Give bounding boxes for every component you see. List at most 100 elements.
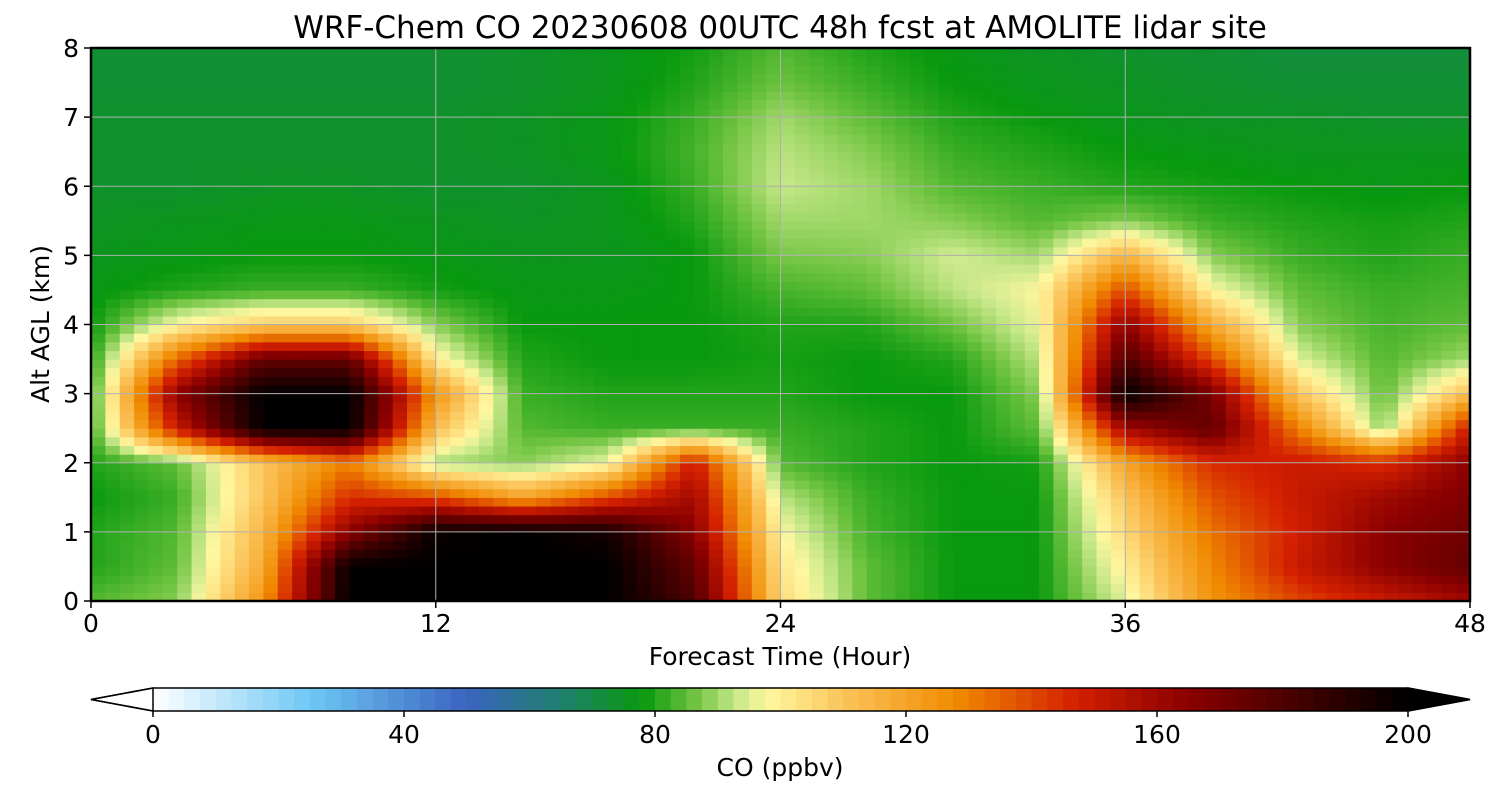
heatmap-cell (234, 462, 250, 472)
heatmap-cell (407, 488, 422, 498)
heatmap-cell (837, 341, 853, 352)
heatmap-cell (1096, 549, 1112, 559)
heatmap-cell (1024, 186, 1040, 196)
heatmap-cell (837, 540, 853, 550)
heatmap-cell (1412, 402, 1428, 412)
heatmap-cell (1082, 272, 1098, 282)
heatmap-cell (1125, 272, 1141, 282)
heatmap-cell (565, 549, 580, 559)
heatmap-cell (493, 341, 509, 352)
heatmap-cell (421, 557, 437, 568)
heatmap-cell (1225, 289, 1241, 300)
heatmap-cell (1110, 557, 1126, 568)
heatmap-cell (909, 324, 925, 334)
heatmap-cell (205, 350, 221, 360)
heatmap-cell (521, 272, 537, 282)
heatmap-cell (1369, 410, 1385, 421)
heatmap-cell (924, 272, 940, 282)
heatmap-cell (177, 393, 193, 403)
heatmap-cell (1010, 488, 1026, 498)
heatmap-cell (205, 419, 221, 429)
heatmap-cell (306, 575, 322, 585)
heatmap-cell (1412, 203, 1428, 213)
heatmap-cell (636, 384, 652, 395)
heatmap-cell (1326, 428, 1342, 438)
heatmap-cell (766, 298, 782, 308)
heatmap-cell (507, 462, 523, 472)
heatmap-cell (1340, 575, 1356, 585)
heatmap-cell (737, 289, 753, 300)
heatmap-cell (995, 505, 1011, 516)
heatmap-cell (967, 419, 983, 429)
heatmap-cell (1283, 471, 1299, 481)
heatmap-cell (1383, 419, 1399, 429)
heatmap-cell (751, 229, 767, 239)
heatmap-cell (651, 220, 667, 231)
heatmap-cell (1182, 462, 1198, 472)
heatmap-cell (866, 393, 882, 403)
heatmap-cell (938, 272, 954, 282)
heatmap-cell (148, 177, 164, 187)
heatmap-cell (1240, 557, 1256, 568)
heatmap-cell (593, 194, 609, 205)
heatmap-cell (507, 566, 523, 576)
heatmap-cell (478, 540, 494, 550)
heatmap-cell (162, 307, 178, 317)
heatmap-cell (263, 194, 279, 205)
heatmap-cell (478, 281, 494, 291)
heatmap-cell (1398, 324, 1414, 334)
heatmap-cell (1383, 471, 1399, 481)
heatmap-cell (967, 436, 983, 447)
heatmap-cell (1125, 505, 1141, 516)
heatmap-cell (1355, 281, 1371, 291)
heatmap-cell (679, 497, 695, 507)
heatmap-cell (464, 168, 480, 179)
heatmap-cell (924, 194, 940, 205)
heatmap-cell (1311, 220, 1327, 231)
heatmap-cell (320, 333, 336, 343)
heatmap-cell (1168, 307, 1184, 317)
heatmap-cell (1383, 151, 1399, 161)
heatmap-cell (881, 514, 897, 524)
heatmap-cell (708, 523, 724, 533)
heatmap-cell (1283, 307, 1299, 317)
heatmap-cell (1311, 497, 1327, 507)
heatmap-cell (1297, 238, 1313, 248)
heatmap-cell (521, 367, 537, 377)
heatmap-cell (593, 575, 609, 585)
heatmap-cell (306, 367, 322, 377)
heatmap-cell (809, 488, 825, 498)
heatmap-cell (1441, 592, 1457, 602)
heatmap-cell (694, 575, 710, 585)
heatmap-cell (1369, 419, 1385, 429)
heatmap-cell (1240, 333, 1256, 343)
heatmap-cell (1053, 212, 1069, 222)
heatmap-cell (1211, 523, 1227, 533)
heatmap-cell (823, 428, 839, 438)
heatmap-cell (938, 177, 954, 187)
heatmap-cell (895, 203, 911, 213)
heatmap-cell (1383, 203, 1399, 213)
heatmap-cell (234, 151, 250, 161)
heatmap-cell (593, 350, 609, 360)
heatmap-cell (478, 497, 494, 507)
heatmap-cell (1383, 220, 1399, 231)
heatmap-cell (938, 393, 954, 403)
heatmap-cell (521, 359, 537, 369)
heatmap-cell (909, 315, 925, 326)
heatmap-cell (91, 341, 106, 352)
heatmap-cell (292, 523, 308, 533)
heatmap-cell (852, 151, 868, 161)
heatmap-cell (751, 419, 767, 429)
heatmap-cell (1153, 497, 1169, 507)
heatmap-cell (1096, 566, 1112, 576)
heatmap-cell (91, 514, 106, 524)
heatmap-cell (378, 540, 394, 550)
heatmap-cell (1455, 480, 1471, 490)
heatmap-cell (234, 454, 250, 464)
heatmap-cell (378, 471, 394, 481)
heatmap-cell (1311, 376, 1327, 386)
heatmap-cell (1153, 246, 1169, 256)
heatmap-cell (1355, 255, 1371, 265)
heatmap-cell (536, 410, 552, 421)
